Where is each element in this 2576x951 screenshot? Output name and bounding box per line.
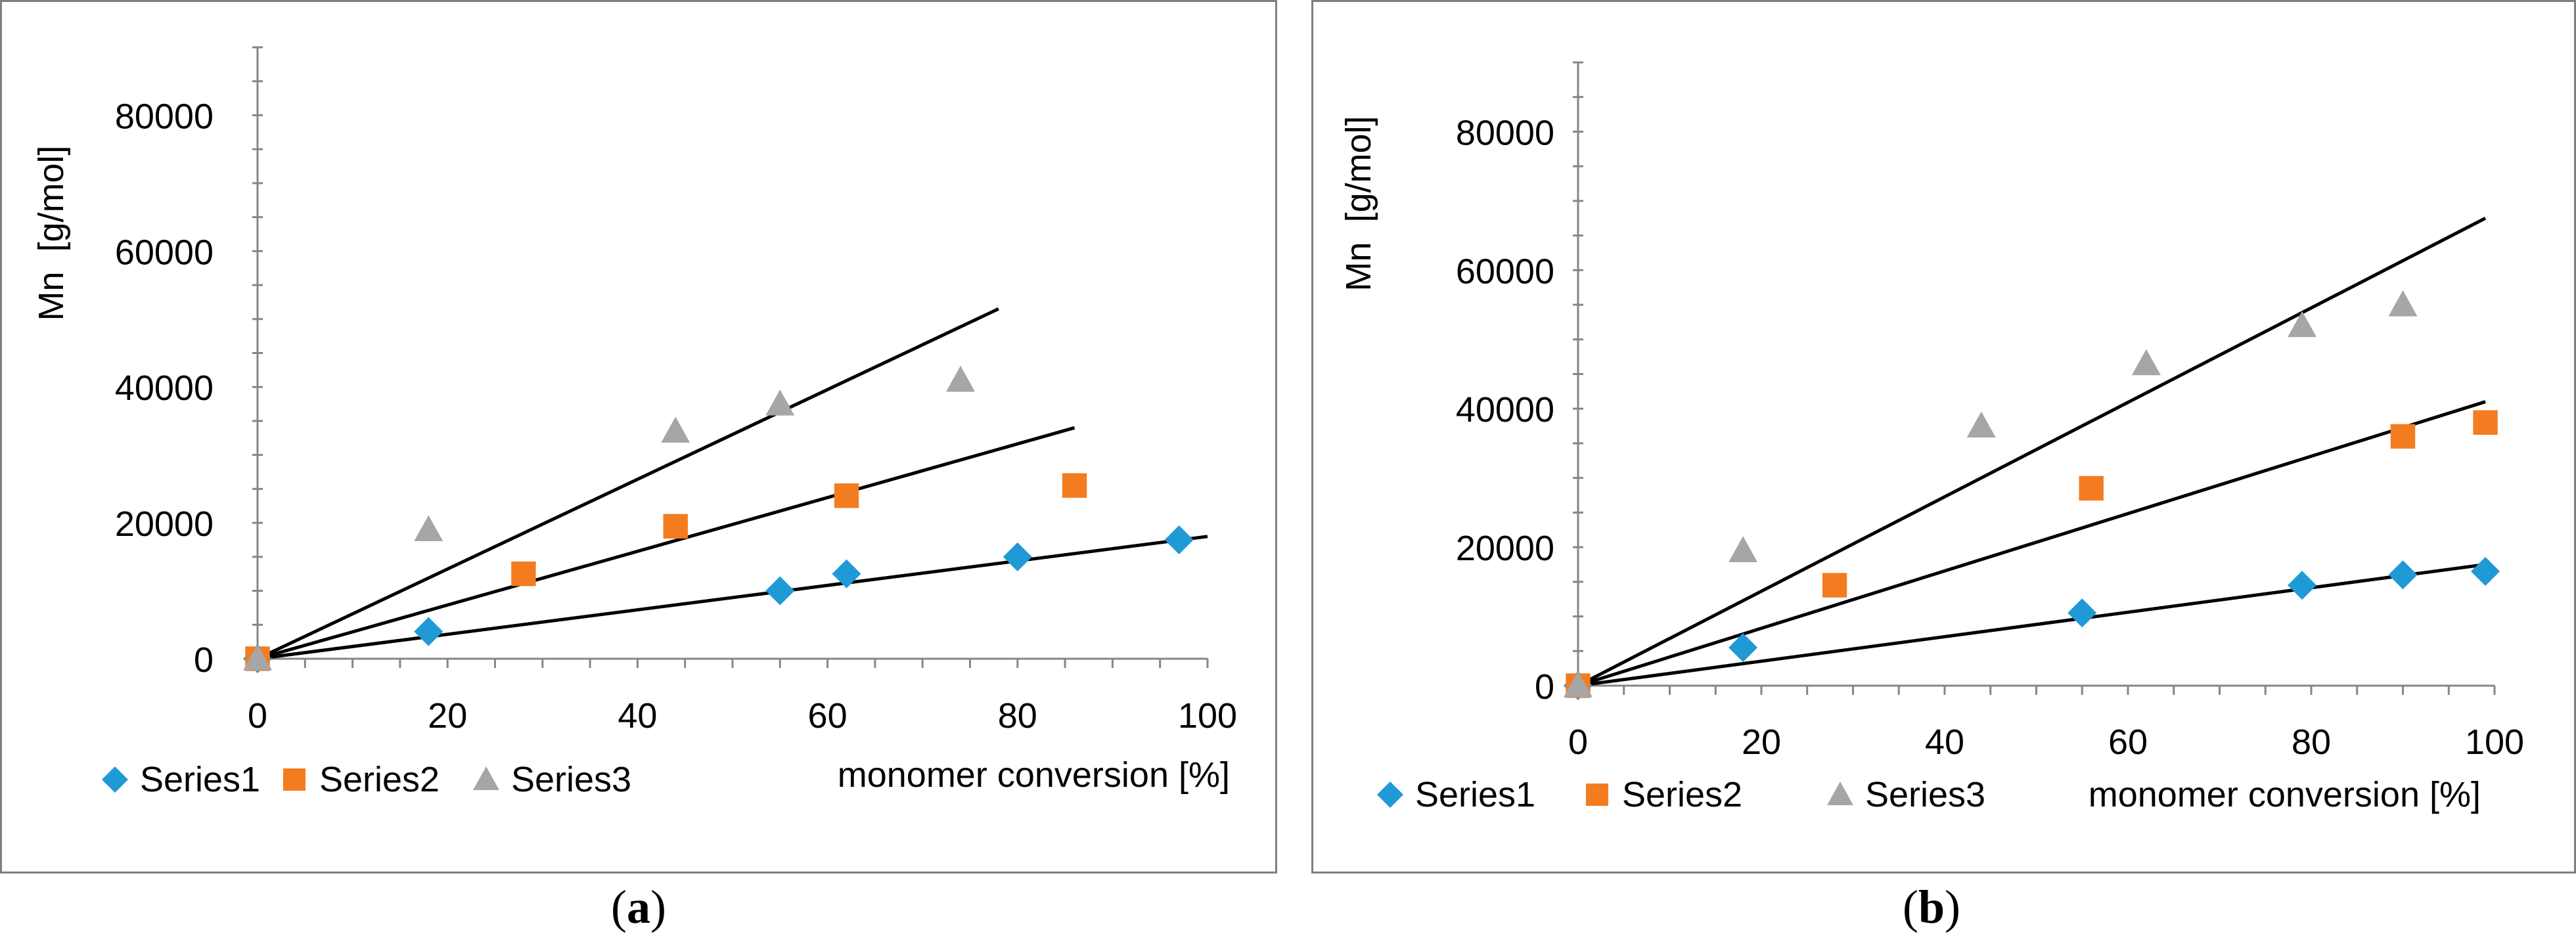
data-point-series1 (2068, 598, 2097, 628)
x-tick-label-b: 0 (1568, 722, 1588, 762)
data-point-series3 (661, 416, 690, 443)
y-tick-label-a: 20000 (115, 504, 214, 544)
data-point-series1 (1729, 633, 1758, 663)
data-point-series3 (1729, 536, 1758, 562)
data-point-series3 (1966, 411, 1996, 438)
trendline-series1-b (1577, 562, 2486, 688)
y-axis-title-b: Mn [g/mol] (1339, 116, 1378, 291)
x-tick-label-a: 100 (1178, 696, 1237, 736)
legend-label-series2-a: Series2 (319, 760, 440, 799)
x-tick-label-a: 0 (248, 696, 267, 736)
legend-label-series3-a: Series3 (511, 760, 631, 799)
data-point-series3 (414, 515, 443, 542)
x-tick-label-b: 80 (2292, 722, 2331, 762)
data-point-series3 (946, 365, 976, 392)
data-point-series3 (243, 644, 272, 671)
series-series3-a (243, 365, 976, 671)
chart-panel-b: 0 20000 40000 60000 80000 0 20 40 60 80 100 Mn [g/m… (1311, 0, 2576, 874)
legend-marker-series2-b (1586, 784, 1608, 806)
caption-a: (a) (611, 881, 666, 933)
x-tick-label-b: 20 (1742, 722, 1781, 762)
caption-b: (b) (1902, 881, 1960, 933)
data-point-series1 (2288, 571, 2317, 600)
data-point-series3 (765, 389, 795, 416)
trendline-series3-b (1577, 217, 2487, 688)
y-tick-label-a: 80000 (115, 97, 214, 136)
series-series3-b (1564, 290, 2418, 697)
trendline-series2-a (257, 426, 1075, 661)
data-point-series3 (2388, 290, 2418, 317)
y-tick-label-b: 20000 (1456, 529, 1554, 568)
trendline-series3-a (256, 307, 999, 661)
x-tick-label-b: 60 (2108, 722, 2148, 762)
data-point-series2 (1062, 473, 1087, 498)
data-point-series2 (663, 514, 688, 539)
x-axis-title-a: monomer conversion [%] (838, 755, 1230, 795)
chart-panel-a: 0 20000 40000 60000 80000 0 20 40 60 80 100 Mn [g/m… (0, 0, 1277, 874)
data-point-series1 (765, 576, 795, 606)
y-tick-label-a: 60000 (115, 232, 214, 272)
x-tick-label-a: 40 (618, 696, 657, 736)
y-tick-label-a: 40000 (115, 368, 214, 408)
legend-marker-series3-b (1827, 782, 1853, 805)
y-tick-label-b: 80000 (1456, 113, 1554, 152)
x-tick-label-a: 20 (428, 696, 467, 736)
data-point-series2 (1822, 573, 1847, 598)
x-tick-label-b: 100 (2465, 722, 2524, 762)
data-point-series2 (2079, 475, 2104, 501)
data-point-series1 (1003, 542, 1032, 571)
x-axis-title-b: monomer conversion [%] (2089, 775, 2481, 814)
data-point-series3 (1564, 671, 1593, 697)
trendline-series1-a (257, 535, 1208, 661)
data-point-series2 (834, 483, 859, 508)
trendline-series2-b (1577, 400, 2486, 688)
data-point-series3 (2131, 349, 2161, 376)
y-tick-label-b: 60000 (1456, 252, 1554, 291)
legend-label-series2-b: Series2 (1622, 775, 1742, 814)
data-point-series1 (832, 559, 861, 588)
data-point-series2 (2390, 424, 2416, 449)
x-tick-label-b: 40 (1925, 722, 1964, 762)
data-point-series1 (2471, 557, 2500, 586)
legend-label-series3-b: Series3 (1865, 775, 1985, 814)
data-point-series1 (2388, 560, 2418, 590)
data-point-series3 (2288, 311, 2317, 338)
chart-frame-a (0, 0, 1277, 874)
y-tick-label-a: 0 (194, 640, 214, 680)
y-tick-label-b: 0 (1535, 667, 1554, 707)
data-point-series1 (1164, 525, 1194, 554)
x-tick-label-a: 80 (998, 696, 1037, 736)
data-point-series2 (511, 561, 536, 586)
y-tick-label-b: 40000 (1456, 390, 1554, 430)
x-tick-label-a: 60 (808, 696, 847, 736)
data-point-series1 (414, 617, 443, 646)
legend-label-series1-b: Series1 (1415, 775, 1535, 814)
data-point-series2 (2473, 410, 2498, 435)
y-axis-title-a: Mn [g/mol] (32, 145, 71, 321)
legend-label-series1-a: Series1 (140, 760, 260, 799)
legend-marker-series3-a (473, 766, 499, 790)
legend-marker-series1-b (1377, 782, 1403, 808)
chart-frame-b (1311, 0, 2576, 874)
legend-marker-series1-a (102, 766, 128, 793)
legend-marker-series2-a (283, 768, 305, 791)
